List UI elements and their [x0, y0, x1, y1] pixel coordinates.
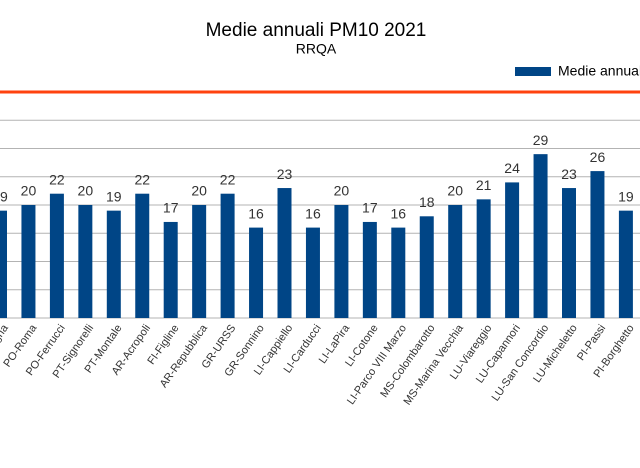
bar	[419, 216, 434, 318]
value-label: 16	[391, 205, 407, 221]
bar	[277, 188, 292, 318]
value-label: 17	[163, 200, 179, 216]
bar	[334, 205, 349, 318]
chart-subtitle: RRQA	[296, 41, 337, 57]
bar	[391, 227, 406, 318]
bar	[249, 227, 264, 318]
value-label: 22	[134, 171, 150, 187]
value-label: 29	[533, 132, 549, 148]
value-label: 18	[419, 194, 435, 210]
bar	[590, 171, 605, 318]
value-label: 19	[106, 188, 122, 204]
bar	[163, 221, 178, 318]
value-label: 23	[277, 166, 293, 182]
bar	[533, 154, 548, 318]
bar	[562, 188, 576, 318]
bar	[618, 210, 633, 318]
bar	[135, 193, 150, 318]
value-label: 20	[78, 183, 94, 199]
bar	[78, 205, 93, 318]
bar	[220, 193, 235, 318]
legend-swatch	[515, 67, 551, 76]
chart-title: Medie annuali PM10 2021	[206, 20, 427, 41]
bar	[305, 227, 320, 318]
value-label: 19	[0, 188, 8, 204]
bar	[106, 210, 121, 318]
bar	[192, 205, 207, 318]
value-label: 26	[590, 149, 606, 165]
value-label: 19	[618, 188, 634, 204]
value-label: 20	[334, 183, 350, 199]
bar	[49, 193, 64, 318]
value-label: 20	[191, 183, 207, 199]
bar	[448, 205, 463, 318]
value-label: 16	[305, 205, 321, 221]
bar	[0, 210, 7, 318]
value-label: 24	[504, 160, 520, 176]
bar	[362, 221, 377, 318]
bar	[476, 199, 491, 318]
value-label: 20	[21, 183, 37, 199]
bar	[505, 182, 520, 318]
value-label: 21	[476, 177, 492, 193]
legend-label: Medie annuali	[558, 63, 640, 79]
value-label: 20	[447, 183, 463, 199]
value-label: 22	[49, 171, 65, 187]
value-label: 22	[220, 171, 236, 187]
bar	[21, 205, 36, 318]
value-label: 17	[362, 200, 378, 216]
value-label: 23	[561, 166, 577, 182]
value-label: 16	[248, 205, 264, 221]
